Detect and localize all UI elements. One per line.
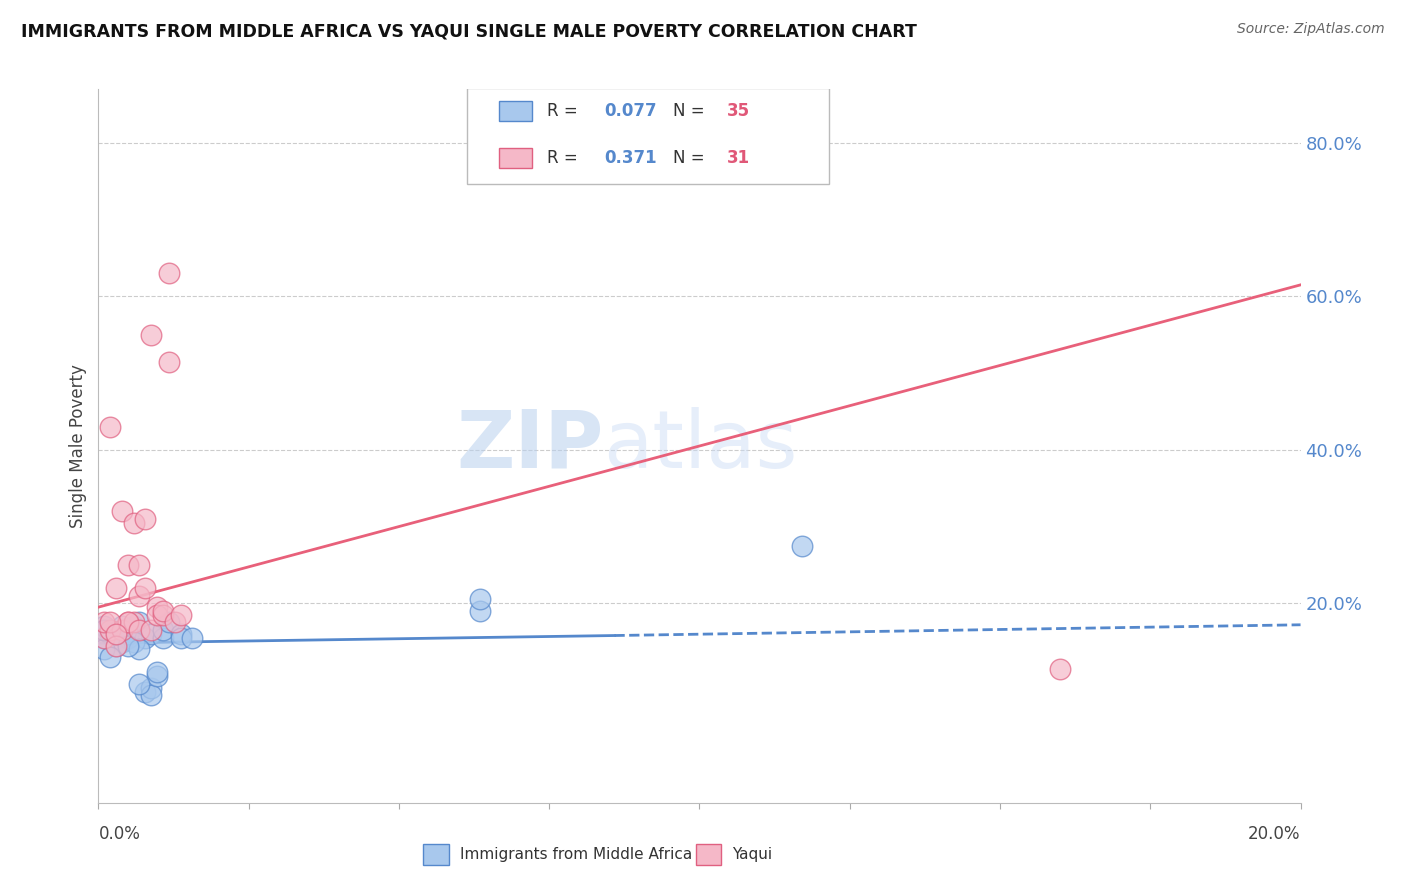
Point (111, 634, 134, 648)
Point (98, 650, 121, 665)
Text: Yaqui: Yaqui (733, 847, 773, 862)
Point (152, 623, 174, 637)
Point (169, 631, 191, 645)
Point (111, 504, 134, 518)
Text: Source: ZipAtlas.com: Source: ZipAtlas.com (1237, 22, 1385, 37)
Y-axis label: Single Male Poverty: Single Male Poverty (69, 364, 87, 528)
Point (146, 669, 169, 683)
Point (98, 615, 121, 630)
Point (122, 516, 145, 530)
Point (141, 623, 163, 637)
Point (468, 592, 491, 607)
Text: 20.0%: 20.0% (1249, 825, 1301, 843)
Point (98, 627, 121, 641)
Point (93, 631, 115, 645)
Point (105, 627, 128, 641)
FancyBboxPatch shape (499, 102, 533, 121)
Point (93, 642, 115, 657)
Point (128, 558, 150, 572)
FancyBboxPatch shape (467, 88, 830, 184)
Point (98, 623, 121, 637)
Point (181, 631, 204, 645)
Point (128, 623, 150, 637)
Point (157, 354, 180, 368)
Text: IMMIGRANTS FROM MIDDLE AFRICA VS YAQUI SINGLE MALE POVERTY CORRELATION CHART: IMMIGRANTS FROM MIDDLE AFRICA VS YAQUI S… (21, 22, 917, 40)
Point (146, 665, 169, 680)
Point (111, 619, 134, 633)
Text: 0.077: 0.077 (605, 103, 657, 120)
Point (146, 600, 169, 615)
Point (105, 627, 128, 641)
Point (152, 631, 174, 645)
Text: 0.371: 0.371 (605, 149, 657, 167)
Point (111, 623, 134, 637)
Point (98, 419, 121, 434)
Point (128, 589, 150, 603)
Point (141, 327, 163, 342)
Point (128, 615, 150, 630)
Text: 35: 35 (727, 103, 751, 120)
Text: N =: N = (673, 149, 710, 167)
Point (93, 631, 115, 645)
Point (790, 539, 813, 553)
Text: Immigrants from Middle Africa: Immigrants from Middle Africa (460, 847, 692, 862)
Text: R =: R = (547, 103, 583, 120)
Point (152, 604, 174, 618)
Text: N =: N = (673, 103, 710, 120)
Point (141, 627, 163, 641)
Point (93, 619, 115, 633)
Point (117, 615, 139, 630)
Point (93, 615, 115, 630)
Point (122, 619, 145, 633)
Point (157, 615, 180, 630)
Point (105, 639, 128, 653)
Text: ZIP: ZIP (456, 407, 603, 485)
Point (122, 634, 145, 648)
Point (134, 512, 156, 526)
Point (169, 627, 191, 641)
Text: atlas: atlas (603, 407, 797, 485)
Text: 0.0%: 0.0% (98, 825, 141, 843)
Point (152, 607, 174, 622)
Point (117, 631, 139, 645)
Point (1049, 661, 1071, 675)
Point (117, 639, 139, 653)
Point (141, 681, 163, 695)
FancyBboxPatch shape (499, 148, 533, 168)
Point (146, 607, 169, 622)
Point (128, 677, 150, 691)
Point (163, 615, 186, 630)
Point (134, 631, 156, 645)
Point (157, 266, 180, 280)
Point (468, 604, 491, 618)
Point (134, 581, 156, 595)
Point (105, 581, 128, 595)
Point (105, 631, 128, 645)
Point (169, 607, 191, 622)
Point (117, 627, 139, 641)
Point (117, 615, 139, 630)
Text: 31: 31 (727, 149, 751, 167)
Point (134, 684, 156, 698)
Point (93, 623, 115, 637)
Text: R =: R = (547, 149, 583, 167)
Point (128, 642, 150, 657)
Point (117, 558, 139, 572)
Point (105, 639, 128, 653)
Point (122, 615, 145, 630)
Point (141, 689, 163, 703)
